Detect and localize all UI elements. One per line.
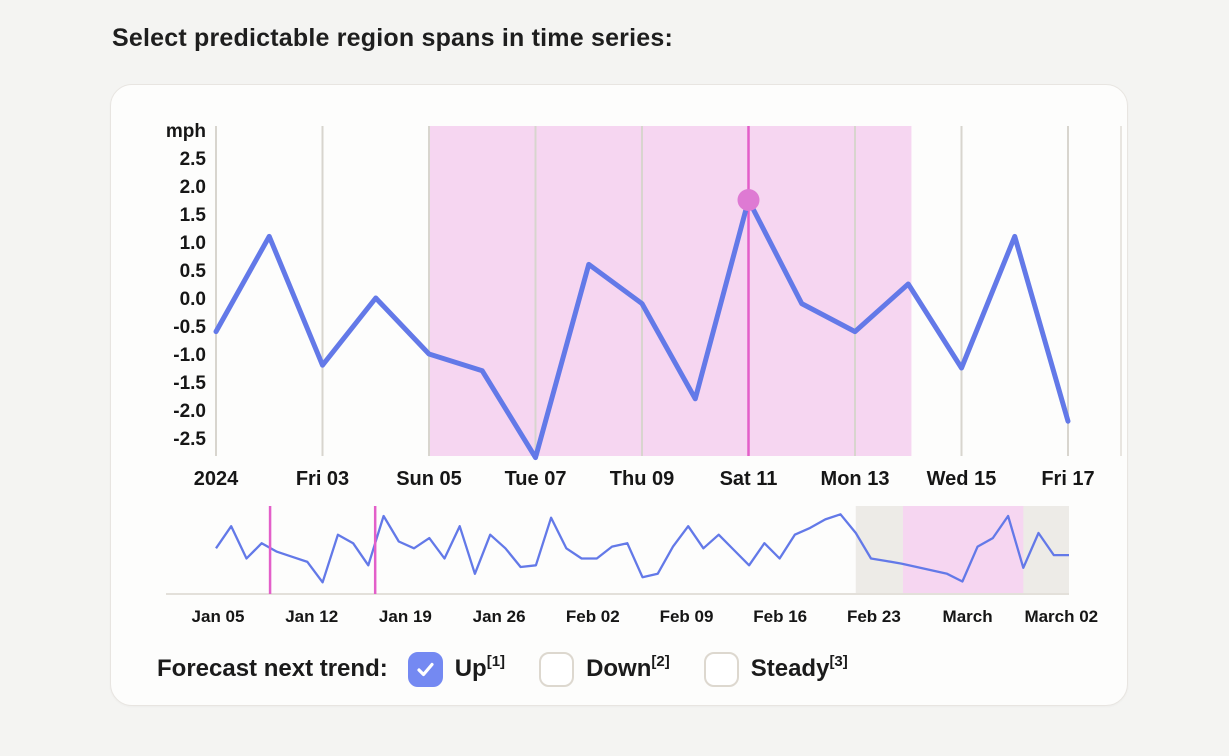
checkbox-up[interactable] (407, 651, 443, 687)
overview-tick-label: Jan 26 (473, 607, 526, 626)
main-series-line (213, 197, 1071, 461)
checkbox-label-steady: Steady[3] (750, 653, 848, 682)
forecast-label: Forecast next trend: (157, 655, 388, 682)
x-tick-label: 2024 (194, 468, 239, 490)
overview-tick-label: Jan 12 (285, 607, 338, 626)
overview-tick-label: Feb 23 (847, 607, 901, 626)
checkbox-label-up: Up[1] (454, 653, 506, 682)
x-tick-label: Sun 05 (396, 468, 462, 490)
overview-chart-svg: Jan 05 Jan 12 Jan 19 Jan 26 Feb 02 Feb 09 Feb … (166, 506, 1098, 626)
overview-tick-label: Feb 02 (566, 607, 620, 626)
overview-tick-label: Feb 16 (753, 607, 807, 626)
x-tick-label: Mon 13 (821, 468, 890, 490)
y-tick-label: -2.5 (173, 429, 206, 450)
forecast-row: Forecast next trend: Up[1] Down[2] (157, 647, 882, 691)
checkbox-option-up[interactable]: Up[1] (407, 651, 506, 687)
footnote-ref: [3] (829, 653, 848, 670)
x-tick-label: Thu 09 (610, 468, 674, 490)
overview-tick-label: March (943, 607, 993, 626)
x-tick-label: Tue 07 (505, 468, 567, 490)
x-tick-label: Fri 17 (1041, 468, 1094, 490)
checkbox-down[interactable] (539, 651, 575, 687)
checkbox-steady[interactable] (703, 651, 739, 687)
overview-series-line (215, 513, 1069, 584)
y-tick-label: 0.5 (180, 261, 207, 282)
x-tick-label: Fri 03 (296, 468, 349, 490)
chart-card: mph 2.5 2.0 1.5 1.0 0.5 0.0 -0.5 -1.0 -1.5 -2.0 -2.… (110, 84, 1128, 706)
selected-region-span[interactable] (429, 126, 912, 456)
x-tick-label: Wed 15 (927, 468, 997, 490)
y-tick-label: -1.0 (173, 345, 206, 366)
y-tick-label: 2.5 (180, 149, 207, 170)
main-chart-svg: mph 2.5 2.0 1.5 1.0 0.5 0.0 -0.5 -1.0 -1.5 -2.0 -2.… (166, 121, 1122, 490)
y-tick-label: 1.0 (180, 233, 206, 254)
checkbox-option-down[interactable]: Down[2] (539, 651, 670, 687)
marker-dot[interactable] (737, 189, 760, 211)
footnote-ref: [1] (486, 653, 506, 670)
overview-tick-label: Jan 19 (379, 607, 432, 626)
footnote-ref: [2] (651, 653, 670, 670)
y-tick-label: -1.5 (173, 373, 206, 394)
checkbox-option-steady[interactable]: Steady[3] (703, 651, 848, 687)
x-tick-label: Sat 11 (720, 468, 778, 490)
checkmark-icon (417, 662, 434, 676)
y-tick-label: 1.5 (180, 205, 207, 226)
checkbox-label-down: Down[2] (586, 653, 670, 682)
y-tick-label: -2.0 (173, 401, 206, 422)
y-axis-unit-label: mph (166, 121, 206, 142)
page-title: Select predictable region spans in time … (112, 24, 673, 52)
overview-tick-label: March 02 (1024, 607, 1098, 626)
overview-tick-label: Jan 05 (192, 607, 245, 626)
y-tick-label: -0.5 (173, 317, 206, 338)
overview-tick-label: Feb 09 (660, 607, 714, 626)
y-tick-label: 0.0 (180, 289, 206, 310)
y-tick-label: 2.0 (180, 177, 206, 198)
